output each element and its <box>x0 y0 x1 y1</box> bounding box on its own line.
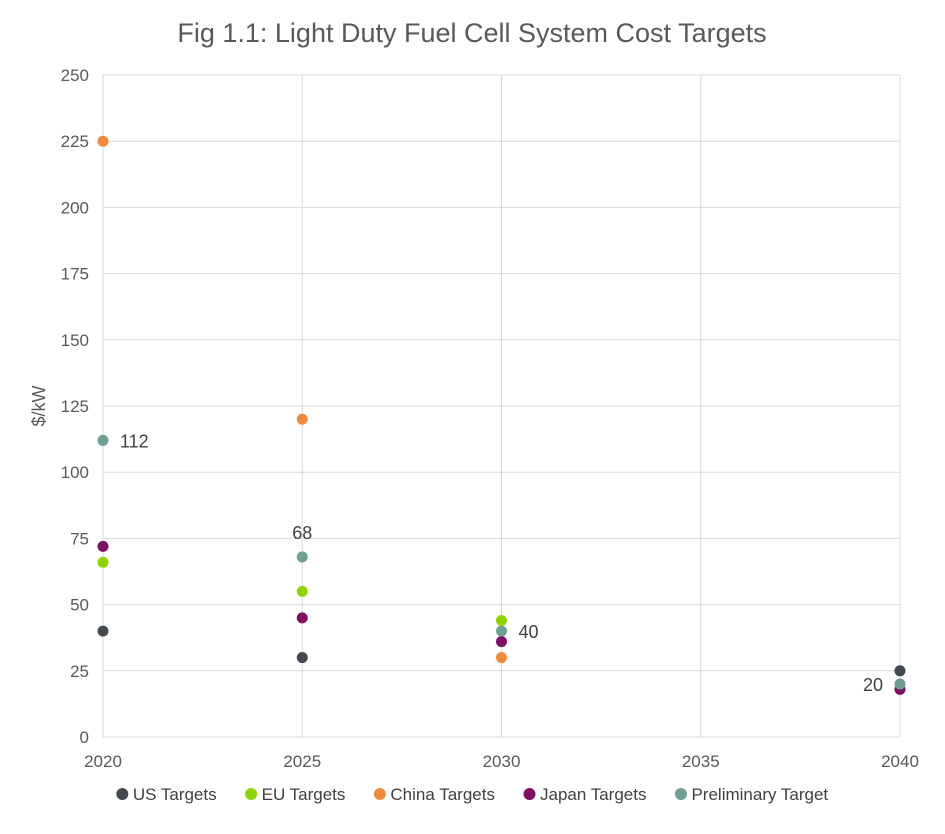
data-label: 68 <box>292 523 312 543</box>
data-label: 112 <box>120 431 149 451</box>
y-tick-label: 50 <box>70 596 89 615</box>
y-tick-label: 250 <box>61 66 89 85</box>
data-points <box>97 135 906 695</box>
y-tick-label: 0 <box>80 728 89 747</box>
data-label: 40 <box>519 622 539 642</box>
x-tick-label: 2025 <box>283 752 321 771</box>
data-point <box>894 665 906 677</box>
data-label: 20 <box>863 675 883 695</box>
data-labels: 112 68 40 20 <box>120 431 883 695</box>
legend: US Targets EU Targets China Targets Japan T… <box>116 785 828 804</box>
legend-marker <box>116 788 129 800</box>
data-point <box>97 540 109 552</box>
y-tick-label: 150 <box>61 331 89 350</box>
data-point <box>496 636 507 648</box>
x-tick-label: 2035 <box>682 752 720 771</box>
data-point <box>296 652 308 664</box>
data-point <box>97 625 109 637</box>
y-tick-label: 100 <box>61 463 89 482</box>
data-point <box>894 678 906 690</box>
axes: 0 25 50 75 100 125 150 175 200 225 250 2020 2025 2030… <box>61 66 919 771</box>
legend-label: Preliminary Target <box>691 785 828 804</box>
gridlines <box>103 74 901 737</box>
legend-label: EU Targets <box>262 785 346 804</box>
legend-label: US Targets <box>133 785 217 804</box>
y-tick-label: 125 <box>61 397 89 416</box>
x-tick-label: 2020 <box>84 752 122 771</box>
y-tick-label: 75 <box>70 529 89 548</box>
data-point <box>296 612 308 624</box>
y-tick-label: 225 <box>61 132 89 151</box>
legend-marker <box>523 788 536 800</box>
y-tick-label: 175 <box>61 265 89 284</box>
data-point <box>97 434 109 446</box>
legend-label: China Targets <box>390 785 495 804</box>
legend-marker <box>674 788 687 800</box>
data-point <box>296 413 308 425</box>
data-point <box>496 652 507 664</box>
data-point <box>97 556 109 568</box>
y-tick-label: 200 <box>61 198 89 217</box>
chart-title: Fig 1.1: Light Duty Fuel Cell System Cos… <box>177 18 766 48</box>
legend-marker <box>245 788 258 800</box>
legend-label: Japan Targets <box>540 785 646 804</box>
y-tick-label: 25 <box>70 662 89 681</box>
x-tick-label: 2040 <box>881 752 919 771</box>
data-point <box>296 585 308 597</box>
data-point <box>496 625 507 637</box>
data-point <box>496 614 507 626</box>
data-point <box>296 551 308 563</box>
y-axis-label: $/kW <box>29 385 49 426</box>
data-point <box>97 135 109 147</box>
legend-marker <box>373 788 386 800</box>
x-tick-label: 2030 <box>483 752 521 771</box>
